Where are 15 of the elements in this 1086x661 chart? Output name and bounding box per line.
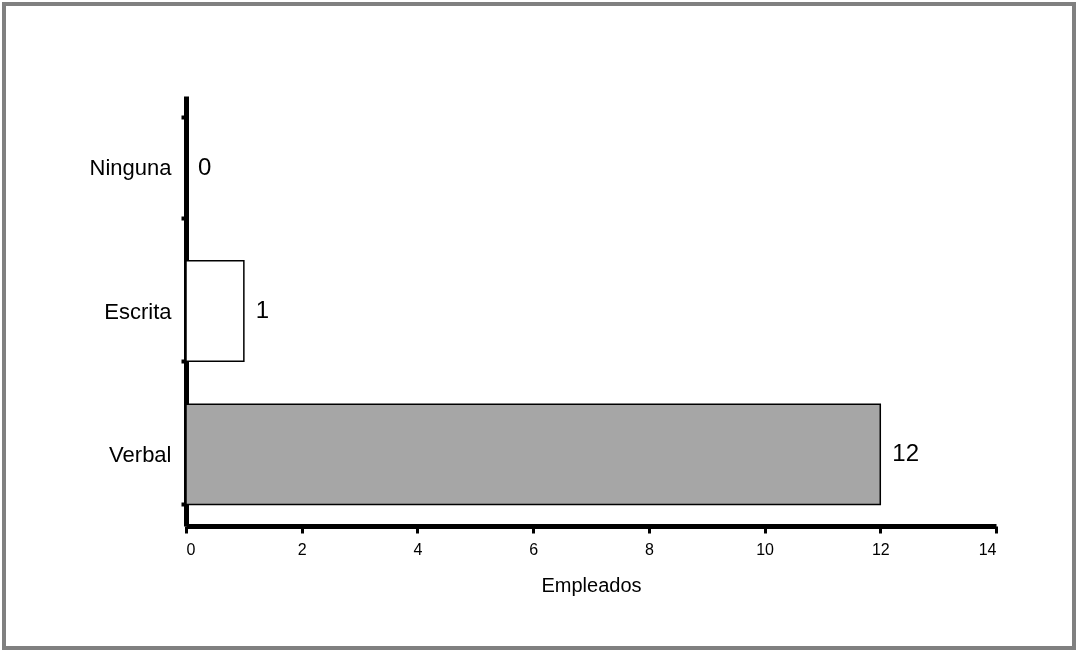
x-tick-label: 2 xyxy=(297,540,307,558)
x-tick-label: 4 xyxy=(413,540,423,558)
x-tick-label: 6 xyxy=(529,540,539,558)
x-tick-label: 10 xyxy=(756,540,775,558)
data-label: 0 xyxy=(198,152,212,180)
y-tick-label: Escrita xyxy=(104,298,173,324)
y-tick-label: Verbal xyxy=(109,441,172,467)
data-label: 1 xyxy=(255,296,270,323)
x-tick-label: 8 xyxy=(644,540,654,558)
x-tick-label: 12 xyxy=(871,540,890,558)
x-tick-label: 14 xyxy=(978,540,997,558)
x-axis-title: Empleados xyxy=(541,573,642,596)
data-label: 12 xyxy=(892,439,919,467)
y-tick-label: Ninguna xyxy=(89,155,173,181)
x-tick-label: 0 xyxy=(186,540,196,558)
